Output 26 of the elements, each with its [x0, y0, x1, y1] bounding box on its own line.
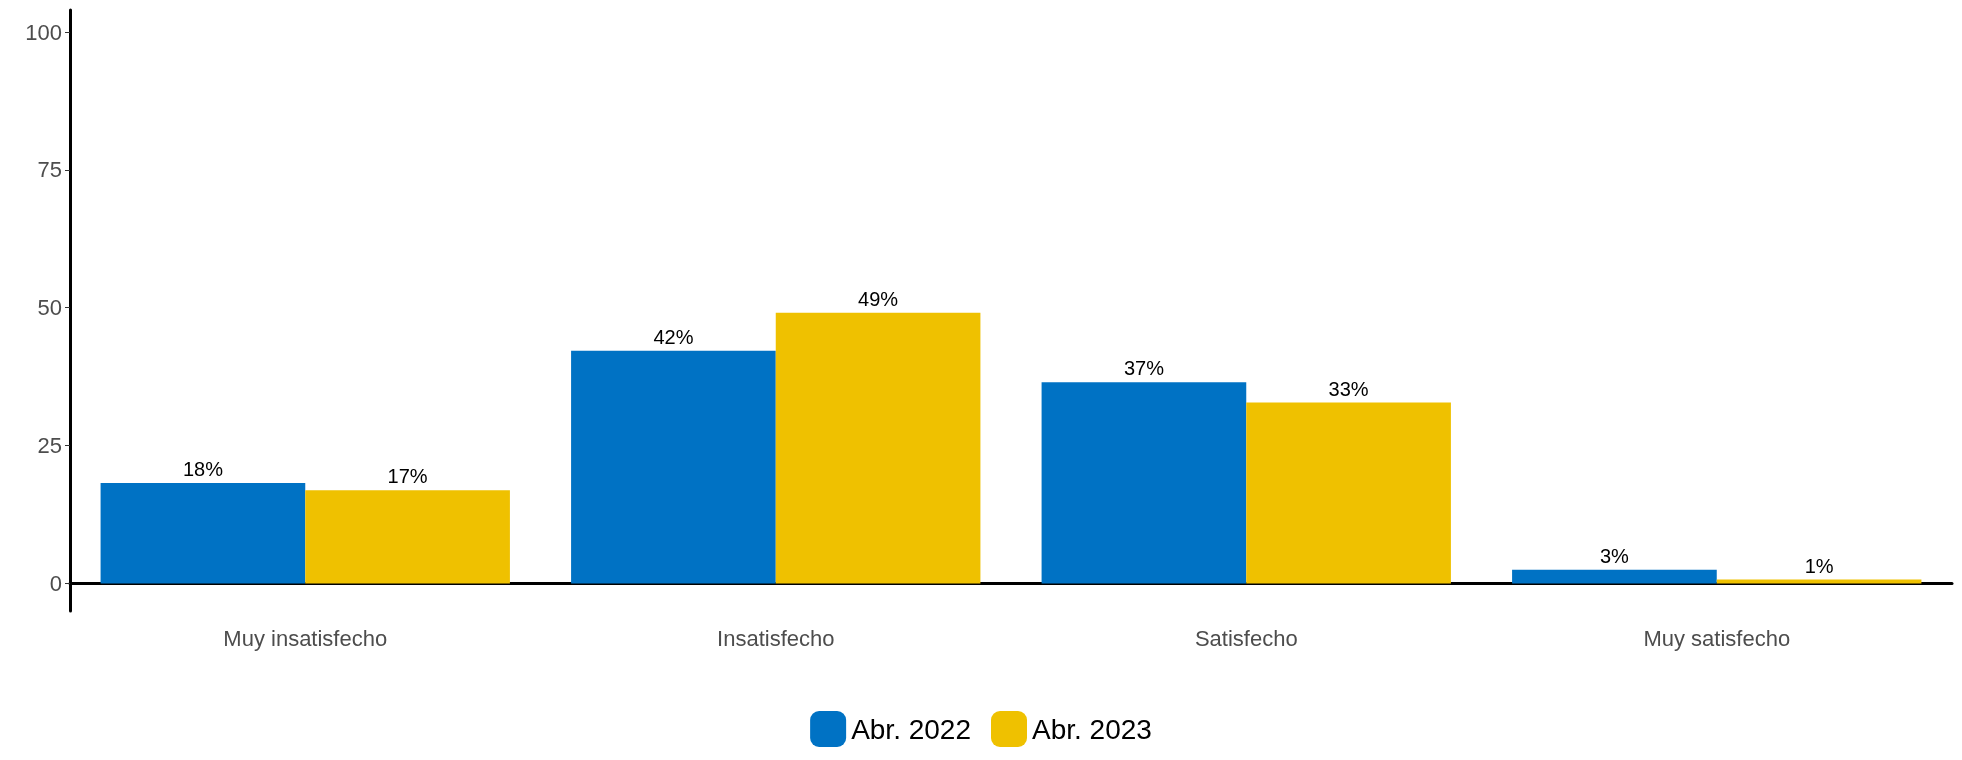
legend-label: Abr. 2023	[1032, 713, 1152, 745]
x-tick-label: Muy satisfecho	[1643, 625, 1791, 651]
bar	[775, 312, 981, 584]
bar	[571, 350, 776, 584]
y-tick-label: 75	[37, 157, 62, 183]
bar	[100, 483, 306, 584]
data-label: 37%	[1123, 357, 1165, 380]
data-label: 42%	[653, 325, 694, 348]
data-label: 17%	[387, 465, 428, 488]
bar	[1246, 402, 1451, 584]
x-tick-label: Satisfecho	[1194, 625, 1298, 651]
bar	[305, 490, 510, 584]
legend-label: Abr. 2022	[851, 713, 971, 745]
y-tick-label: 0	[49, 570, 62, 596]
y-tick-label: 50	[37, 295, 62, 321]
x-tick-label: Muy insatisfecho	[223, 625, 388, 651]
data-label: 3%	[1599, 544, 1630, 567]
data-label: 33%	[1328, 377, 1369, 400]
data-label: 49%	[858, 287, 899, 310]
bar	[1041, 382, 1247, 584]
data-label: 18%	[182, 458, 224, 481]
data-label: 1%	[1804, 554, 1834, 577]
x-tick-label: Insatisfecho	[717, 625, 835, 651]
y-tick-label: 100	[25, 19, 62, 45]
bar	[1512, 569, 1717, 584]
y-tick-label: 25	[37, 433, 62, 459]
